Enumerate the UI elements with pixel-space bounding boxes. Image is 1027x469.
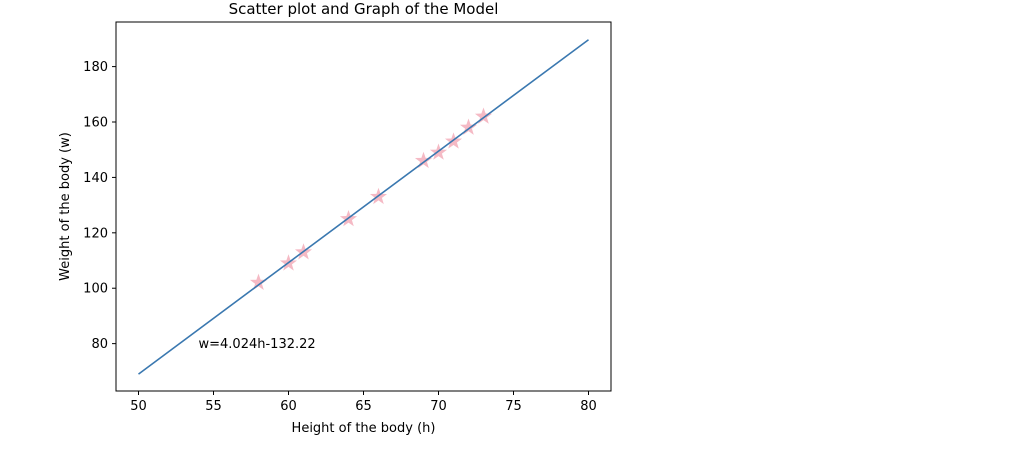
x-tick-label: 80	[580, 399, 597, 414]
model-line	[138, 39, 589, 375]
scatter-point-0	[249, 273, 268, 290]
y-axis-label: Weight of the body (w)	[58, 132, 73, 281]
scatter-point-9	[474, 107, 493, 124]
y-tick-label: 100	[83, 282, 108, 297]
x-tick-label: 70	[430, 399, 447, 414]
x-tick-label: 60	[280, 399, 297, 414]
x-tick-label: 55	[205, 399, 222, 414]
x-axis-label: Height of the body (h)	[292, 421, 436, 436]
y-tick-label: 160	[83, 116, 108, 131]
x-axis-ticks: 50 55 60 65 70 75 80	[130, 391, 597, 414]
chart-title: Scatter plot and Graph of the Model	[229, 0, 499, 18]
y-tick-label: 180	[83, 60, 108, 75]
x-tick-label: 50	[130, 399, 147, 414]
y-tick-label: 120	[83, 226, 108, 241]
y-axis-ticks: 80 100 120 140 160 180	[83, 60, 116, 352]
y-tick-label: 140	[83, 171, 108, 186]
scatter-point-5	[414, 151, 433, 169]
x-tick-label: 65	[355, 399, 372, 414]
plot-area	[138, 39, 589, 375]
x-tick-label: 75	[505, 399, 522, 414]
y-tick-label: 80	[91, 337, 108, 352]
scatter-point-8	[459, 118, 478, 135]
model-equation-annotation: w=4.024h-132.22	[199, 337, 316, 352]
